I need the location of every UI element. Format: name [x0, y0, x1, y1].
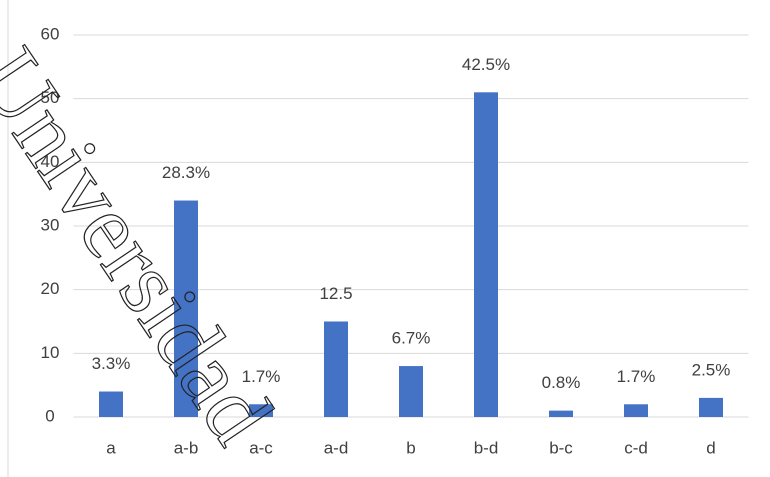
bar	[324, 321, 348, 417]
x-tick-label: d	[706, 438, 715, 457]
y-tick-label: 60	[41, 24, 60, 43]
data-label: 3.3%	[92, 354, 131, 373]
bar	[699, 397, 723, 417]
y-tick-label: 20	[41, 279, 60, 298]
bar	[174, 200, 198, 417]
watermark: Universidad	[0, 31, 293, 461]
x-tick-label: a	[106, 438, 116, 457]
x-tick-label: b	[406, 438, 415, 457]
y-tick-label: 40	[41, 152, 60, 171]
data-label: 2.5%	[692, 360, 731, 379]
data-label: 42.5%	[462, 55, 510, 74]
bar	[99, 391, 123, 417]
data-label: 28.3%	[162, 163, 210, 182]
bar	[399, 366, 423, 417]
x-tick-label: b-d	[474, 438, 499, 457]
bar	[474, 92, 498, 418]
y-tick-label: 0	[45, 406, 54, 425]
y-tick-label: 30	[41, 215, 60, 234]
x-tick-label: a-c	[249, 438, 273, 457]
data-label: 0.8%	[542, 373, 581, 392]
y-tick-label: 50	[41, 88, 60, 107]
bar	[549, 410, 573, 417]
x-tick-label: c-d	[624, 438, 648, 457]
x-tick-label: a-b	[174, 438, 199, 457]
bar	[249, 404, 273, 417]
data-label: 1.7%	[242, 367, 281, 386]
bar	[624, 404, 648, 417]
data-label: 6.7%	[392, 329, 431, 348]
data-label: 1.7%	[617, 367, 656, 386]
y-tick-label: 10	[41, 343, 60, 362]
data-label: 12.5	[319, 284, 352, 303]
x-tick-label: b-c	[549, 438, 573, 457]
x-tick-label: a-d	[324, 438, 349, 457]
